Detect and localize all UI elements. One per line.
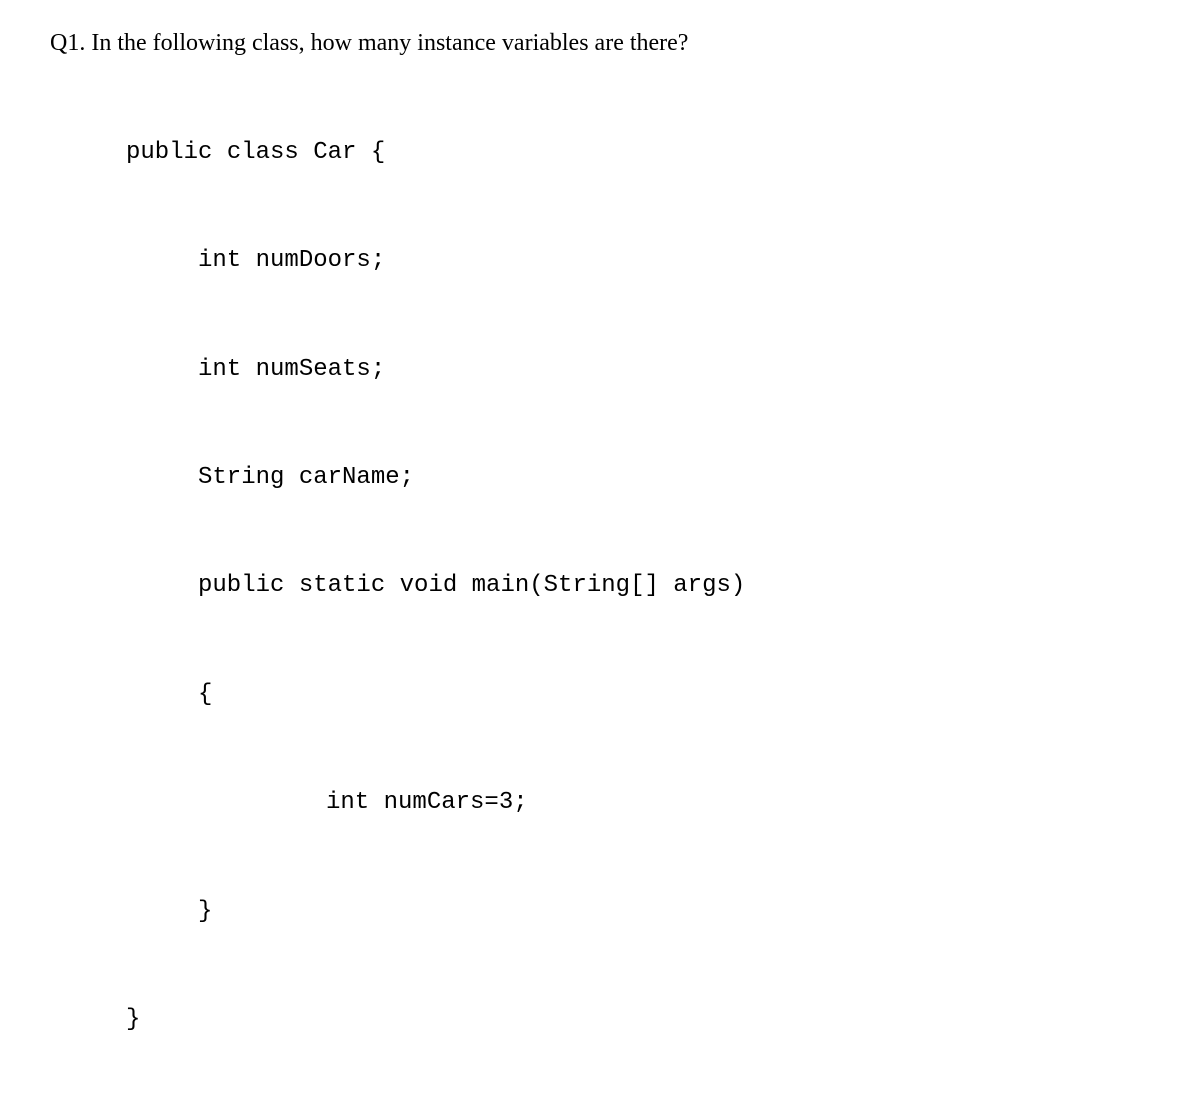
page-container: Q1. In the following class, how many ins… [0,0,1200,1112]
code-line: } [126,1006,1150,1035]
code-line: int numCars=3; [126,789,1150,818]
code-line: int numSeats; [126,356,1150,385]
code-line: { [126,681,1150,710]
question-body: In the following class, how many instanc… [91,30,688,56]
code-block: public class Car { int numDoors; int num… [126,81,1150,1092]
code-line: int numDoors; [126,247,1150,276]
code-line: } [126,898,1150,927]
code-line: public class Car { [126,139,1150,168]
question-line: Q1. In the following class, how many ins… [50,28,1150,59]
code-line: public static void main(String[] args) [126,572,1150,601]
question-label: Q1. [50,30,85,56]
code-line: String carName; [126,464,1150,493]
